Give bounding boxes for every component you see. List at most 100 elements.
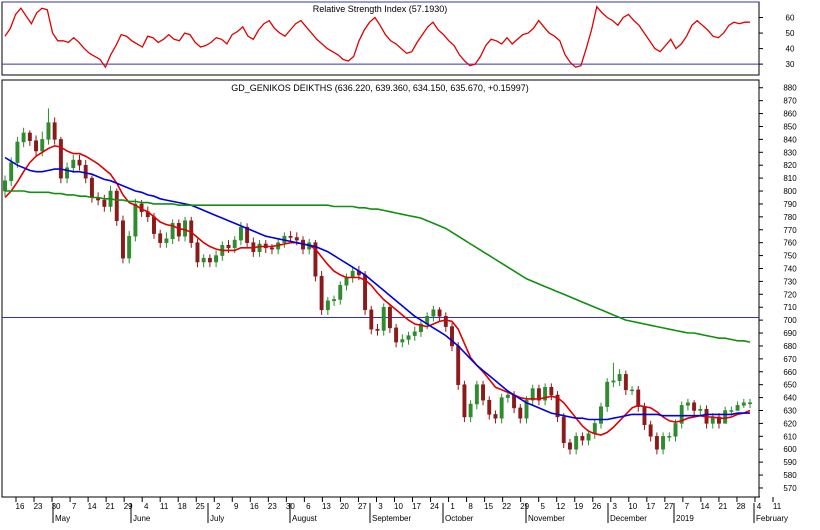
candle-body-112 xyxy=(698,408,703,411)
candle-body-33 xyxy=(207,257,212,263)
x-tick-label-17: 13 xyxy=(322,502,331,511)
candle-body-119 xyxy=(741,402,746,406)
candle-body-18 xyxy=(114,190,119,221)
candle-body-37 xyxy=(232,239,237,249)
x-tick-label-30: 12 xyxy=(556,502,565,511)
candle-body-26 xyxy=(164,238,169,243)
candle-body-118 xyxy=(735,405,740,411)
candle-body-32 xyxy=(201,257,206,263)
candle-body-62 xyxy=(387,306,392,329)
candle-body-5 xyxy=(34,140,38,152)
x-tick-label-7: 4 xyxy=(144,502,149,511)
price-tick-label-12: 690 xyxy=(783,329,797,338)
month-label-4: September xyxy=(372,514,411,523)
x-tick-label-32: 26 xyxy=(592,502,601,511)
candle-body-75 xyxy=(468,403,473,418)
candle-body-3 xyxy=(21,132,26,143)
candle-body-61 xyxy=(381,306,386,331)
price-tick-label-28: 850 xyxy=(783,122,797,131)
candle-body-85 xyxy=(530,388,535,401)
candle-body-104 xyxy=(648,424,653,437)
x-tick-label-34: 10 xyxy=(628,502,637,511)
candle-body-55 xyxy=(344,277,349,286)
x-tick-label-38: 14 xyxy=(700,502,709,511)
candle-body-7 xyxy=(46,122,51,140)
candle-body-110 xyxy=(685,402,690,406)
candle-body-72 xyxy=(450,326,454,347)
candle-body-51 xyxy=(319,275,324,311)
x-tick-label-29: 5 xyxy=(540,502,545,511)
x-tick-label-11: 2 xyxy=(216,502,221,511)
rsi-reference-lines xyxy=(2,1,759,65)
price-tick-label-31: 880 xyxy=(783,84,797,93)
candle-body-24 xyxy=(152,216,156,234)
candle-body-66 xyxy=(412,331,417,336)
x-axis-ticks: 1623307142129411182529162330613202731017… xyxy=(15,497,782,511)
x-tick-label-25: 8 xyxy=(468,502,473,511)
candle-body-56 xyxy=(350,270,355,278)
x-tick-label-15: 30 xyxy=(286,502,295,511)
candle-body-52 xyxy=(325,300,330,311)
candle-body-13 xyxy=(83,164,88,179)
candle-body-31 xyxy=(195,242,200,263)
x-axis-months: May June July August September October Novembe… xyxy=(52,503,788,523)
x-tick-label-37: 7 xyxy=(685,502,690,511)
month-label-3: August xyxy=(292,514,318,523)
x-tick-label-22: 17 xyxy=(412,502,421,511)
candle-body-106 xyxy=(661,436,666,450)
x-tick-label-4: 14 xyxy=(88,502,97,511)
price-tick-label-26: 830 xyxy=(783,148,797,157)
moving-averages-layer xyxy=(4,144,751,436)
x-tick-label-12: 9 xyxy=(234,502,239,511)
candle-body-63 xyxy=(394,327,399,343)
x-tick-label-40: 28 xyxy=(736,502,745,511)
x-tick-label-1: 23 xyxy=(34,502,43,511)
x-tick-label-2: 30 xyxy=(52,502,61,511)
month-label-1: June xyxy=(133,514,151,523)
candle-body-92 xyxy=(574,436,579,450)
candle-body-105 xyxy=(654,436,659,450)
rsi-tick-label-1: 40 xyxy=(786,45,795,54)
x-tick-label-9: 18 xyxy=(178,502,187,511)
moving-average-medium-line xyxy=(4,156,750,421)
candle-body-111 xyxy=(692,402,697,411)
candle-body-50 xyxy=(313,242,318,277)
candle-body-53 xyxy=(332,299,336,302)
candle-body-70 xyxy=(437,309,442,317)
candle-body-10 xyxy=(65,167,70,179)
month-label-8: 2019 xyxy=(676,514,694,523)
price-tick-label-21: 780 xyxy=(783,213,797,222)
candle-body-82 xyxy=(512,394,517,409)
x-tick-label-20: 3 xyxy=(378,502,383,511)
price-tick-label-16: 730 xyxy=(783,277,797,286)
candle-body-60 xyxy=(375,328,380,331)
candle-body-59 xyxy=(369,309,374,330)
rsi-tick-label-0: 30 xyxy=(786,60,795,69)
price-tick-label-7: 640 xyxy=(783,394,797,403)
x-tick-label-13: 16 xyxy=(250,502,259,511)
x-tick-label-24: 1 xyxy=(450,502,455,511)
candle-body-20 xyxy=(127,235,132,259)
price-tick-label-5: 620 xyxy=(783,419,797,428)
candle-body-117 xyxy=(729,410,734,412)
candle-body-108 xyxy=(673,423,678,437)
moving-average-long-line xyxy=(5,190,751,343)
x-tick-label-26: 15 xyxy=(484,502,493,511)
candle-body-77 xyxy=(481,384,485,401)
x-tick-label-39: 21 xyxy=(718,502,727,511)
candle-body-95 xyxy=(592,423,597,434)
candle-body-39 xyxy=(245,226,250,243)
candle-body-88 xyxy=(549,387,554,396)
rsi-tick-label-3: 60 xyxy=(786,14,795,23)
candle-body-28 xyxy=(176,223,181,237)
price-tick-label-0: 570 xyxy=(783,484,797,493)
price-tick-label-11: 680 xyxy=(783,342,797,351)
candle-body-34 xyxy=(214,255,219,263)
candle-body-14 xyxy=(89,177,94,198)
candle-body-86 xyxy=(536,388,541,401)
price-tick-label-1: 580 xyxy=(783,471,797,480)
candle-body-47 xyxy=(294,237,299,241)
x-tick-label-41: 4 xyxy=(757,502,762,511)
